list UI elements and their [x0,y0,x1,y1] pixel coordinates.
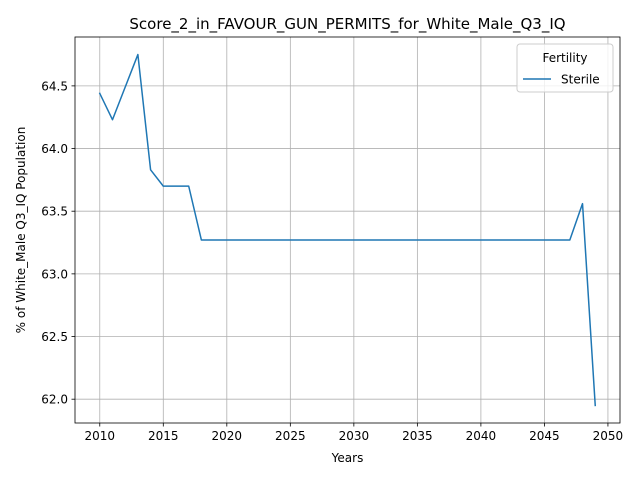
legend-box [516,43,614,93]
y-axis-label: % of White_Male Q3_IQ Population [14,127,28,334]
y-tick-label: 63.0 [41,267,68,281]
x-tick-label: 2010 [84,429,115,443]
y-tick-label: 64.0 [41,142,68,156]
x-tick-label: 2015 [148,429,179,443]
x-tick-label: 2025 [275,429,306,443]
y-tick-label: 62.0 [41,393,68,407]
y-tick-label: 64.5 [41,79,68,93]
x-tick-label: 2030 [339,429,370,443]
grid [75,37,620,423]
series-layer [98,53,597,407]
y-tick-label: 62.5 [41,330,68,344]
x-tick-label: 2020 [212,429,243,443]
x-axis-label: Years [331,451,364,465]
y-tick-label: 63.5 [41,205,68,219]
y-axis-ticks: 62.0 62.5 63.0 63.5 64.0 64.5 [41,79,75,407]
x-tick-label: 2050 [593,429,624,443]
x-axis-ticks: 2010 2015 2020 2025 2030 2035 2040 2045 2050 [84,423,623,443]
legend-label-sterile: Sterile [561,73,600,87]
x-tick-label: 2045 [529,429,560,443]
x-tick-label: 2040 [466,429,497,443]
x-tick-label: 2035 [402,429,433,443]
series-line-sterile [98,53,597,407]
legend-title: Fertility [542,51,587,65]
legend: Fertility Sterile [516,43,614,93]
chart-title: Score_2_in_FAVOUR_GUN_PERMITS_for_White_… [129,15,565,34]
plot-frame [74,36,621,424]
